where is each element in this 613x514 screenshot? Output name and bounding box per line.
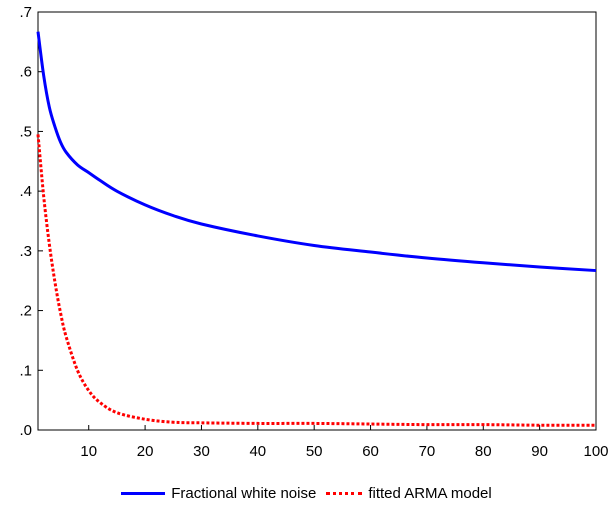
legend: Fractional white noise fitted ARMA model (0, 481, 613, 505)
series-line-fitted-arma-model (36, 134, 597, 427)
x-tick-label: 80 (475, 443, 492, 460)
line-chart: .0 .1 .2 .3 .4 .5 .6 .7 10 20 30 40 50 60 70 80 90 100 (19, 4, 609, 460)
x-tick-label: 100 (583, 443, 608, 460)
y-tick-label: .5 (19, 123, 32, 140)
x-tick-label: 20 (137, 443, 154, 460)
y-tick-label: .3 (19, 243, 32, 260)
x-tick-label: 10 (80, 443, 97, 460)
legend-label: fitted ARMA model (368, 484, 492, 502)
x-tick-label: 30 (193, 443, 210, 460)
y-tick-label: .4 (19, 183, 32, 200)
x-axis: 10 20 30 40 50 60 70 80 90 100 (80, 425, 609, 460)
y-tick-label: .0 (19, 422, 32, 439)
x-tick-label: 40 (249, 443, 266, 460)
y-tick-label: .1 (19, 362, 32, 379)
y-axis: .0 .1 .2 .3 .4 .5 .6 .7 (19, 4, 43, 439)
legend-swatch-dotted-red (326, 491, 363, 495)
y-tick-label: .2 (19, 303, 32, 320)
x-tick-label: 90 (531, 443, 548, 460)
legend-swatch-solid-blue (121, 491, 166, 495)
y-tick-label: .6 (19, 64, 32, 81)
plot-frame (37, 11, 597, 431)
x-tick-label: 50 (306, 443, 323, 460)
legend-item-fractional-white-noise: Fractional white noise (121, 485, 316, 502)
y-tick-label: .7 (19, 4, 32, 21)
x-tick-label: 70 (419, 443, 436, 460)
series-layer (36, 31, 597, 427)
x-tick-label: 60 (362, 443, 379, 460)
series-line-fractional-white-noise (36, 31, 597, 273)
legend-label: Fractional white noise (171, 484, 317, 502)
legend-item-fitted-arma-model: fitted ARMA model (326, 484, 492, 502)
